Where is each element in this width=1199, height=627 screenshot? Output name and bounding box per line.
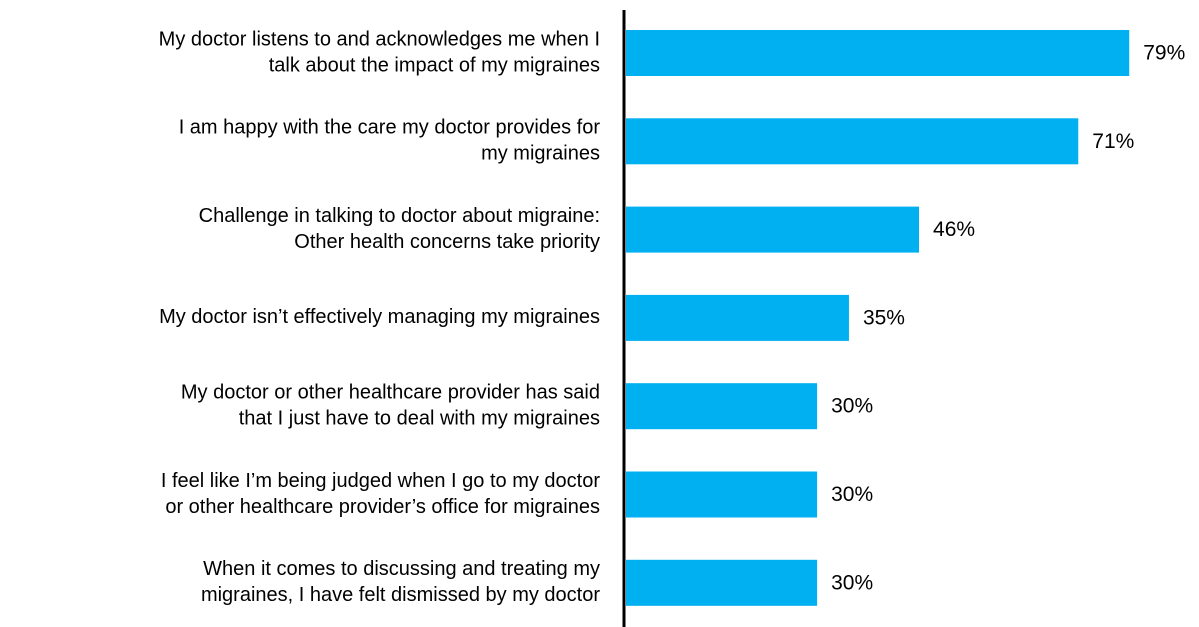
value-label: 30%: [831, 483, 873, 506]
value-label: 30%: [831, 571, 873, 594]
category-label: migraines, I have felt dismissed by my d…: [201, 584, 600, 606]
bar: [626, 30, 1130, 76]
category-label: Challenge in talking to doctor about mig…: [199, 205, 600, 227]
bar: [626, 383, 818, 430]
bar: [626, 118, 1079, 165]
bar: [626, 471, 818, 518]
category-label: my migraines: [481, 143, 600, 165]
value-label: 30%: [831, 395, 873, 418]
value-label: 35%: [863, 306, 905, 329]
category-label: My doctor or other healthcare provider h…: [181, 381, 600, 403]
category-label: that I just have to deal with my migrain…: [239, 407, 600, 429]
category-label: When it comes to discussing and treating…: [203, 558, 600, 580]
category-label: My doctor listens to and acknowledges me…: [159, 28, 600, 50]
category-label: I feel like I’m being judged when I go t…: [161, 470, 600, 492]
value-label: 71%: [1092, 130, 1134, 153]
category-label: Other health concerns take priority: [294, 231, 600, 253]
bar: [626, 206, 920, 253]
category-label: I am happy with the care my doctor provi…: [179, 117, 601, 139]
value-label: 46%: [933, 218, 975, 241]
category-label: talk about the impact of my migraines: [269, 54, 600, 76]
bar: [626, 294, 849, 341]
category-label: My doctor isn’t effectively managing my …: [159, 306, 600, 328]
value-label: 79%: [1143, 42, 1185, 65]
bar: [626, 559, 818, 606]
category-label: or other healthcare provider’s office fo…: [165, 496, 600, 518]
